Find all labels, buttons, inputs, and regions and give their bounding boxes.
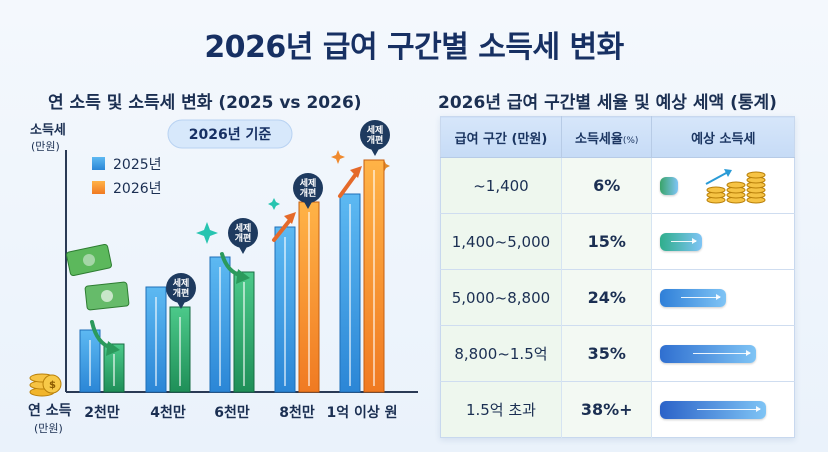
x-tick-label: 6천만 bbox=[214, 405, 250, 421]
legend-swatch-2026 bbox=[92, 181, 105, 194]
estimated-tax-bar bbox=[660, 344, 757, 363]
svg-text:개편: 개편 bbox=[235, 232, 252, 244]
cell-rate: 6% bbox=[560, 157, 652, 214]
estimated-tax-bar bbox=[660, 176, 679, 195]
y-axis-label: 소득세 bbox=[30, 123, 66, 138]
table-row: 1,400~5,000 15% bbox=[440, 213, 795, 270]
svg-text:세제: 세제 bbox=[173, 277, 190, 289]
estimated-tax-bar bbox=[660, 400, 767, 419]
table-row: 1.5억 초과 38%+ bbox=[440, 381, 795, 438]
legend-label-2025: 2025년 bbox=[113, 157, 162, 173]
badge-text: 2026년 기준 bbox=[189, 127, 272, 143]
legend-label-2026: 2026년 bbox=[113, 181, 162, 197]
cell-estimated-tax bbox=[651, 325, 795, 382]
badge-bg bbox=[167, 119, 293, 149]
table-row: ~1,400 6% bbox=[440, 157, 795, 214]
estimated-tax-bar bbox=[660, 288, 727, 307]
header-estimated-tax: 예상 소득세 bbox=[651, 116, 795, 158]
svg-text:세제: 세제 bbox=[367, 124, 384, 136]
header-range: 급여 구간 (만원) bbox=[440, 116, 562, 158]
x-tick-label: 4천만 bbox=[150, 405, 186, 421]
change-arrow-head bbox=[350, 166, 362, 178]
x-tick-label: 1억 이상 원 bbox=[326, 404, 397, 421]
table-row: 5,000~8,800 24% bbox=[440, 269, 795, 326]
change-arrow bbox=[338, 172, 358, 198]
tax-rate-table: 급여 구간 (만원) 소득세율(%) 예상 소득세 ~1,400 6% 1,400~… bbox=[440, 116, 795, 438]
svg-text:세제: 세제 bbox=[235, 222, 252, 234]
money-icon bbox=[66, 243, 130, 311]
legend-swatch-2025 bbox=[92, 157, 105, 170]
svg-text:세제: 세제 bbox=[300, 177, 317, 189]
svg-text:개편: 개편 bbox=[173, 287, 190, 299]
cell-estimated-tax bbox=[651, 269, 795, 326]
page-title: 2026년 급여 구간별 소득세 변화 bbox=[204, 30, 624, 65]
svg-text:개편: 개편 bbox=[367, 134, 384, 146]
x-axis-unit: (만원) bbox=[34, 422, 63, 435]
table-row: 8,800~1.5억 35% bbox=[440, 325, 795, 382]
coin-stack-icon bbox=[706, 169, 766, 204]
header-rate-unit: (%) bbox=[622, 135, 639, 146]
cell-rate: 24% bbox=[560, 269, 652, 326]
table-subtitle: 2026년 급여 구간별 세율 및 예상 세액 (통계) bbox=[438, 93, 777, 113]
coins-icon: $ bbox=[29, 373, 62, 397]
cell-range: ~1,400 bbox=[440, 157, 562, 214]
cell-estimated-tax bbox=[651, 213, 795, 270]
cell-range: 1,400~5,000 bbox=[440, 213, 562, 270]
x-tick-label: 2천만 bbox=[84, 405, 120, 421]
svg-text:$: $ bbox=[49, 380, 56, 391]
change-arrow-head bbox=[106, 341, 120, 356]
cell-estimated-tax bbox=[651, 157, 795, 214]
x-axis-label: 연 소득 bbox=[28, 403, 72, 419]
svg-text:개편: 개편 bbox=[300, 187, 317, 199]
cell-range: 5,000~8,800 bbox=[440, 269, 562, 326]
y-axis-unit: (만원) bbox=[31, 140, 60, 153]
change-arrow bbox=[272, 218, 292, 242]
change-arrow-head bbox=[284, 212, 296, 224]
cell-rate: 35% bbox=[560, 325, 652, 382]
chart-subtitle: 연 소득 및 소득세 변화 (2025 vs 2026) bbox=[48, 93, 362, 113]
cell-range: 1.5억 초과 bbox=[440, 381, 562, 438]
cell-range: 8,800~1.5억 bbox=[440, 325, 562, 382]
header-rate: 소득세율(%) bbox=[560, 116, 652, 158]
x-tick-label: 8천만 bbox=[279, 405, 315, 421]
income-tax-chart: 소득세 (만원) 연 소득 (만원) 2026년 기준 2025년 2026년 … bbox=[28, 119, 418, 435]
cell-rate: 15% bbox=[560, 213, 652, 270]
cell-estimated-tax bbox=[651, 381, 795, 438]
cell-rate: 38%+ bbox=[560, 381, 652, 438]
estimated-tax-bar bbox=[660, 232, 703, 251]
change-arrow-head bbox=[236, 269, 250, 284]
